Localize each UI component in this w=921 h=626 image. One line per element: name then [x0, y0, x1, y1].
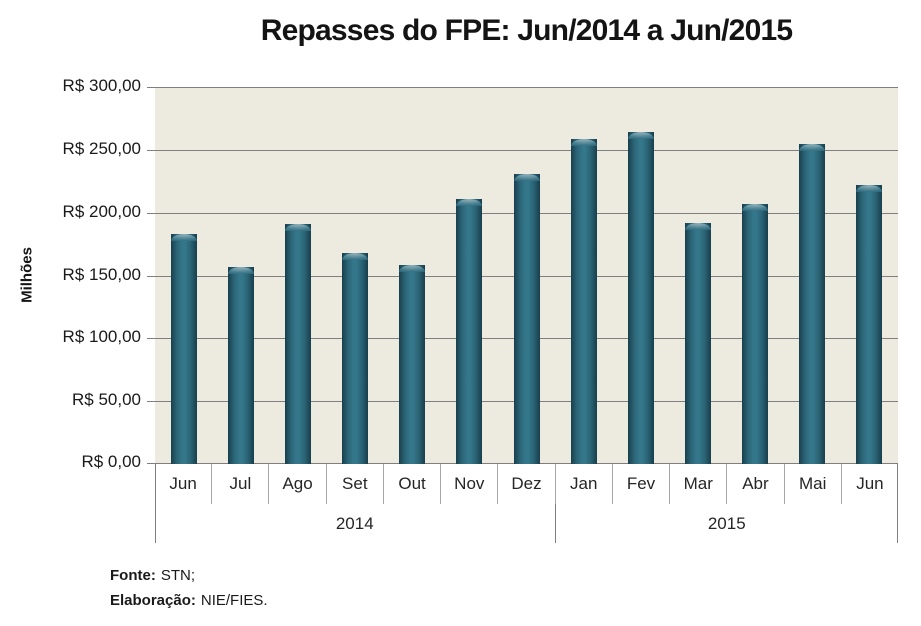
bar: [627, 132, 654, 464]
bar: [513, 173, 540, 464]
bar: [456, 198, 483, 464]
bar-cap: [513, 173, 540, 181]
y-tick-label: R$ 250,00: [62, 138, 141, 158]
x-tick-label: Jan: [556, 464, 613, 504]
elaboration-label: Elaboração:: [110, 592, 196, 609]
x-tick-label: Fev: [613, 464, 671, 504]
bar: [856, 185, 883, 464]
gridline: [155, 149, 898, 151]
bar-cap: [227, 266, 254, 274]
y-tick-label: R$ 100,00: [62, 327, 141, 347]
x-tick-label: Mai: [785, 464, 842, 504]
bar-cap: [342, 252, 369, 260]
bar-cap: [399, 265, 426, 273]
source-value: STN;: [160, 567, 195, 584]
bar-cap: [742, 203, 769, 211]
bar-cap: [856, 185, 883, 193]
bar: [742, 203, 769, 464]
bar: [170, 234, 197, 464]
x-tick-label: Nov: [441, 464, 499, 504]
x-tick-label: Out: [384, 464, 442, 504]
x-tick-label: Dez: [498, 464, 556, 504]
bar: [284, 223, 311, 464]
x-tick-label: Abr: [727, 464, 785, 504]
x-tick-label: Jun: [155, 464, 213, 504]
source-line: Fonte: STN;: [110, 563, 268, 588]
x-tick-label: Jul: [212, 464, 270, 504]
y-tick-mark: [147, 149, 155, 151]
bar: [342, 252, 369, 464]
bar-cap: [684, 222, 711, 230]
x-tick-label: Jun: [856, 474, 884, 493]
axis-boundary-line-left: [155, 464, 156, 543]
bar-cap: [284, 223, 311, 231]
x-tick-label: Set: [327, 464, 384, 504]
chart-title: Repasses do FPE: Jun/2014 a Jun/2015: [260, 14, 793, 47]
bar: [799, 143, 826, 464]
y-tick-mark: [147, 275, 155, 277]
axis-boundary-line-right: [897, 464, 898, 543]
bar: [227, 266, 254, 464]
elaboration-value: NIE/FIES.: [200, 592, 268, 609]
elaboration-line: Elaboração: NIE/FIES.: [110, 588, 268, 613]
y-tick-mark: [147, 401, 155, 403]
bar-cap: [570, 138, 597, 146]
y-tick-mark: [147, 87, 155, 88]
bar-cap: [170, 234, 197, 242]
gridline: [155, 87, 898, 88]
y-tick-label: R$ 150,00: [62, 264, 141, 284]
y-tick-mark: [147, 338, 155, 340]
bar: [399, 265, 426, 464]
bar-cap: [799, 143, 826, 151]
x-axis-months: Jun Jul Ago Set Out Nov Dez Jan Fev Mar Abr Mai Jun: [155, 464, 898, 504]
x-tick-label: Mar: [670, 464, 728, 504]
plot-area: [155, 87, 898, 464]
x-axis-years: 2014 2015: [155, 504, 898, 543]
bar: [570, 138, 597, 464]
bar-cap: [456, 198, 483, 206]
y-tick-label: R$ 50,00: [72, 390, 141, 410]
source-label: Fonte:: [110, 567, 156, 584]
y-tick-label: R$ 0,00: [81, 452, 141, 471]
year-group-label: 2014: [155, 504, 556, 543]
y-tick-mark: [147, 212, 155, 214]
x-tick-label: Ago: [269, 464, 327, 504]
year-group-label: 2015: [707, 513, 746, 533]
y-tick-label: R$ 300,00: [62, 76, 141, 95]
bar: [684, 222, 711, 464]
y-tick-label: R$ 200,00: [62, 201, 141, 221]
source-note: Fonte: STN; Elaboração: NIE/FIES.: [110, 563, 268, 613]
y-tick-mark: [147, 463, 155, 464]
bar-cap: [627, 132, 654, 140]
